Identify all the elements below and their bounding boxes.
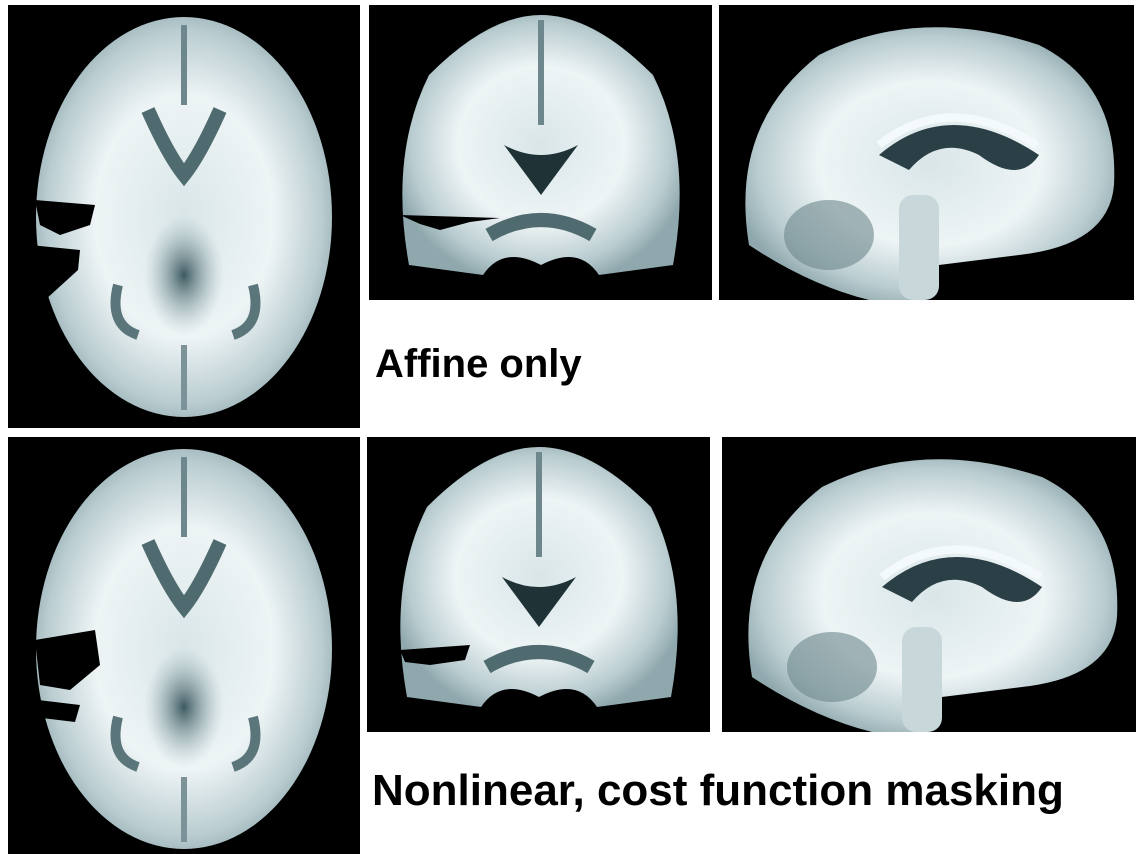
figure <box>0 0 1136 854</box>
coronal-slice <box>369 5 712 300</box>
sagittal-slice <box>719 5 1134 300</box>
page: {"rows": [{"caption": "Affine only"}, {"… <box>0 0 1136 854</box>
coronal-slice <box>367 437 710 732</box>
caption: Affine only <box>375 342 582 387</box>
sagittal-slice <box>722 437 1136 732</box>
caption: Nonlinear, cost function masking <box>372 766 1064 816</box>
